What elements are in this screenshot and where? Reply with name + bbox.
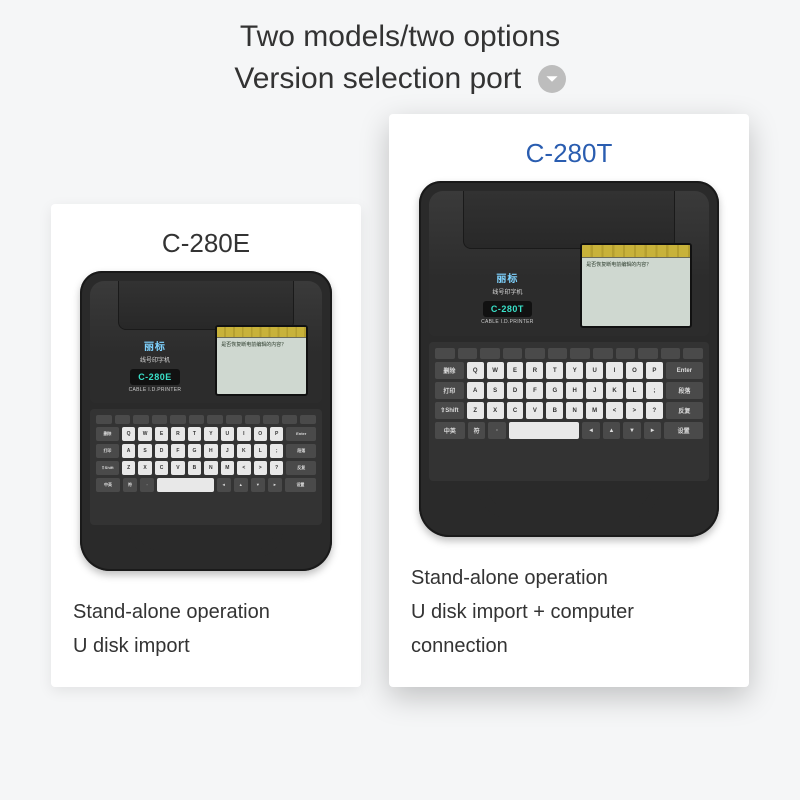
product-card-c280t[interactable]: C-280T 丽标 线号印字机 C-280T CABLE I.D.PRINTER…	[389, 114, 749, 687]
feature-list: Stand-alone operation U disk import	[69, 595, 270, 663]
model-caption: CABLE I.D.PRINTER	[109, 387, 202, 393]
device-lcd: 是否恢复断电前编辑的内容？	[580, 243, 692, 327]
product-cards: C-280E 丽标 线号印字机 C-280E CABLE I.D.PRINTER…	[0, 114, 800, 687]
device-keyboard: 删除QWERTYUIOPEnter 打印ASDFGHJKL;段落 ⇧ShiftZ…	[90, 409, 322, 525]
brand-subtitle: 线号印字机	[109, 355, 202, 364]
device-handle	[129, 529, 282, 558]
feature-line: Stand-alone operation	[73, 595, 270, 629]
device-lid	[118, 281, 294, 330]
title-line-2: Version selection port	[234, 62, 521, 96]
device-lid	[463, 191, 676, 249]
device-keyboard: 删除QWERTYUIOPEnter 打印ASDFGHJKL;段落 ⇧ShiftZ…	[429, 342, 709, 480]
device-top: 丽标 线号印字机 C-280E CABLE I.D.PRINTER 是否恢复断电…	[90, 281, 322, 403]
title-row-2: Version selection port	[0, 62, 800, 96]
device-handle	[477, 485, 662, 520]
feature-list: Stand-alone operation U disk import + co…	[407, 561, 731, 663]
model-name: C-280E	[162, 228, 250, 259]
product-card-c280e[interactable]: C-280E 丽标 线号印字机 C-280E CABLE I.D.PRINTER…	[51, 204, 361, 687]
lcd-text: 是否恢复断电前编辑的内容？	[582, 258, 690, 273]
brand-subtitle: 线号印字机	[451, 287, 563, 296]
model-badge: C-280E	[130, 369, 180, 385]
lcd-text: 是否恢复断电前编辑的内容？	[217, 338, 306, 353]
device-illustration: 丽标 线号印字机 C-280T CABLE I.D.PRINTER 是否恢复断电…	[419, 181, 719, 537]
model-name: C-280T	[526, 138, 613, 169]
brand-logo: 丽标	[451, 270, 563, 285]
device-lcd: 是否恢复断电前编辑的内容？	[215, 325, 308, 396]
device-brand-area: 丽标 线号印字机 C-280T CABLE I.D.PRINTER	[451, 270, 563, 325]
fn-row	[435, 348, 703, 359]
feature-line: U disk import + computer connection	[411, 595, 731, 663]
feature-line: Stand-alone operation	[411, 561, 731, 595]
fn-row	[96, 415, 316, 424]
device-brand-area: 丽标 线号印字机 C-280E CABLE I.D.PRINTER	[109, 338, 202, 393]
model-badge: C-280T	[483, 301, 532, 317]
lcd-menu-bar	[217, 327, 306, 338]
header: Two models/two options Version selection…	[0, 0, 800, 96]
chevron-down-icon[interactable]	[538, 65, 566, 93]
feature-line: U disk import	[73, 629, 270, 663]
brand-logo: 丽标	[109, 338, 202, 353]
model-caption: CABLE I.D.PRINTER	[451, 319, 563, 325]
device-top: 丽标 线号印字机 C-280T CABLE I.D.PRINTER 是否恢复断电…	[429, 191, 709, 336]
device-illustration: 丽标 线号印字机 C-280E CABLE I.D.PRINTER 是否恢复断电…	[80, 271, 332, 571]
lcd-menu-bar	[582, 245, 690, 258]
title-line-1: Two models/two options	[0, 20, 800, 54]
